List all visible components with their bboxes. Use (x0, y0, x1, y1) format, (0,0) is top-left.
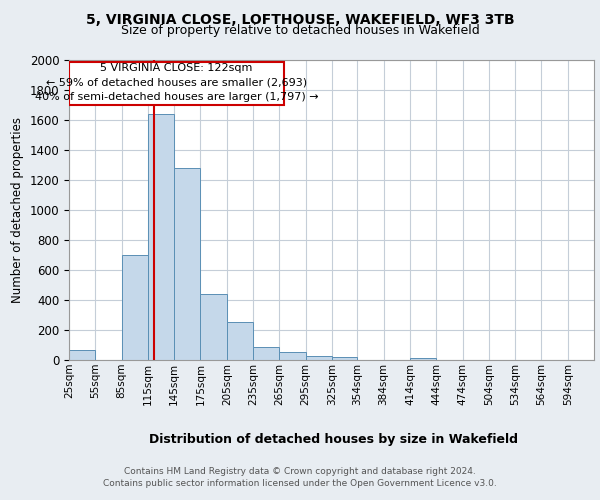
Bar (332, 357, 358, 360)
Bar (305, 356, 332, 360)
Text: 5, VIRGINIA CLOSE, LOFTHOUSE, WAKEFIELD, WF3 3TB: 5, VIRGINIA CLOSE, LOFTHOUSE, WAKEFIELD,… (86, 12, 514, 26)
Bar (410, 358, 436, 360)
Text: Contains HM Land Registry data © Crown copyright and database right 2024.: Contains HM Land Registry data © Crown c… (124, 468, 476, 476)
Bar (227, 322, 253, 360)
Bar (200, 294, 227, 360)
Y-axis label: Number of detached properties: Number of detached properties (11, 117, 24, 303)
Text: Distribution of detached houses by size in Wakefield: Distribution of detached houses by size … (149, 432, 517, 446)
Text: Size of property relative to detached houses in Wakefield: Size of property relative to detached ho… (121, 24, 479, 37)
Text: 5 VIRGINIA CLOSE: 122sqm: 5 VIRGINIA CLOSE: 122sqm (100, 63, 253, 73)
Bar (174, 168, 200, 360)
Bar (148, 114, 174, 360)
Text: 40% of semi-detached houses are larger (1,797) →: 40% of semi-detached houses are larger (… (35, 92, 318, 102)
Text: Contains public sector information licensed under the Open Government Licence v3: Contains public sector information licen… (103, 479, 497, 488)
Bar (280, 352, 305, 360)
FancyBboxPatch shape (69, 62, 284, 105)
Text: ← 59% of detached houses are smaller (2,693): ← 59% of detached houses are smaller (2,… (46, 78, 307, 88)
Bar (69, 350, 95, 360)
Bar (122, 255, 148, 360)
Bar (253, 346, 280, 360)
